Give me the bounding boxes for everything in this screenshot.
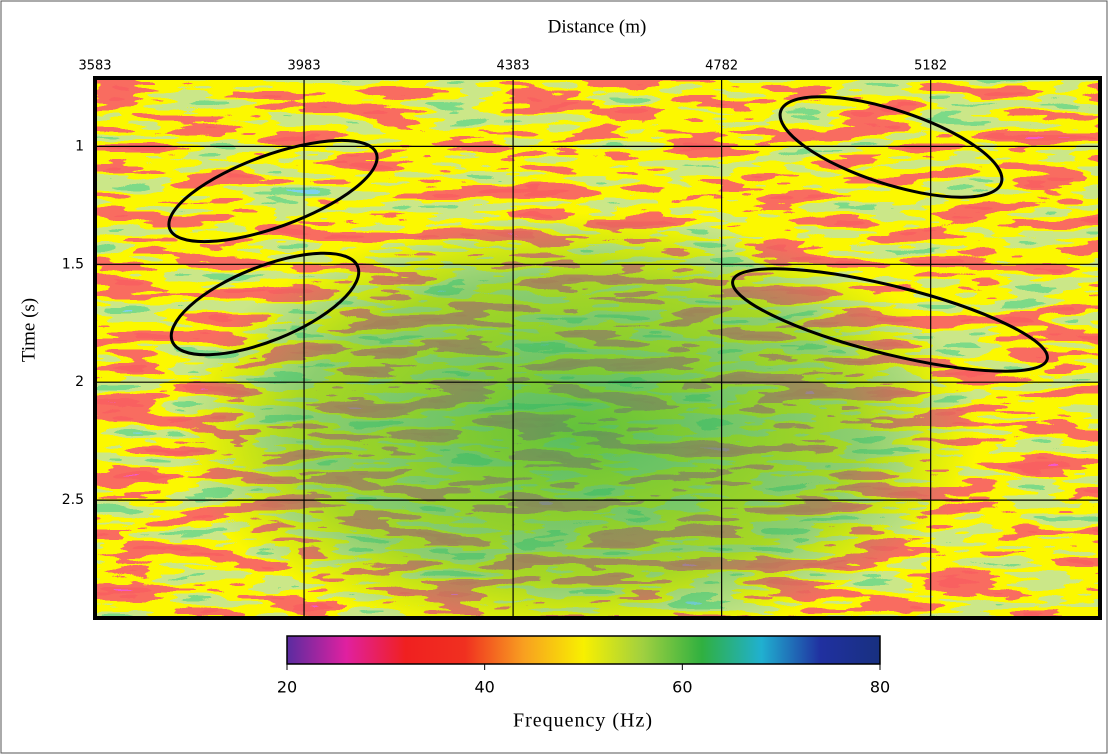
colorbar-tick-label: 40 [474,678,494,697]
x-tick-label: 4383 [497,59,530,74]
ellipse [778,95,1004,199]
heatmap-shade [95,78,1100,618]
y-tick-label: 1.5 [62,256,84,272]
colorbar [286,635,881,665]
x-tick-label: 5182 [914,59,947,74]
ellipse [731,267,1049,373]
y-axis-label: Time (s) [18,298,39,362]
x-tick-label: 3583 [78,59,111,74]
colorbar-label: Frequency (Hz) [513,710,653,732]
y-tick-label: 1 [75,138,84,154]
colorbar-tick-label: 20 [277,678,297,697]
plot-border [93,76,1102,620]
y-tick-label: 2 [75,374,84,390]
colorbar-tick-label: 60 [672,678,692,697]
y-tick-label: 2.5 [62,492,84,508]
x-axis-label: Distance (m) [548,16,647,37]
x-tick-label: 3983 [288,59,321,74]
ellipse [169,251,361,357]
ellipse [167,138,379,244]
annotations [167,95,1049,373]
x-tick-label: 4782 [705,59,738,74]
colorbar-tick-label: 80 [870,678,890,697]
